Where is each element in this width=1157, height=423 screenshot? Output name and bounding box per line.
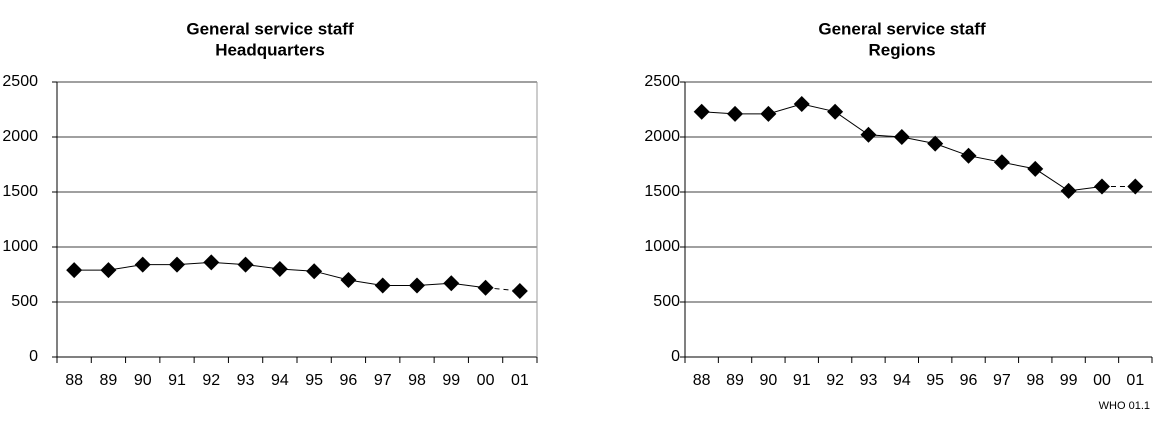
- chart-subtitle: Headquarters: [215, 40, 325, 59]
- x-tick-label: 89: [100, 372, 118, 389]
- marker: [1060, 182, 1077, 199]
- chart-subtitle: Regions: [868, 40, 935, 59]
- y-tick-label: 0: [671, 348, 680, 365]
- marker: [893, 129, 910, 145]
- x-tick-label: 94: [893, 372, 911, 389]
- y-tick-label: 2500: [644, 73, 680, 90]
- chart-title: General service staff: [818, 19, 986, 38]
- y-tick-label: 2500: [2, 73, 38, 90]
- marker: [993, 154, 1010, 171]
- marker: [960, 147, 977, 164]
- marker: [374, 277, 391, 294]
- marker: [927, 135, 944, 152]
- marker: [477, 279, 494, 296]
- line: [701, 103, 1103, 192]
- y-tick-label: 1500: [2, 183, 38, 200]
- marker: [237, 256, 254, 273]
- x-tick-label: 92: [202, 372, 220, 389]
- x-tick-label: 95: [305, 372, 323, 389]
- x-tick-label: 92: [826, 372, 844, 389]
- marker: [100, 262, 117, 279]
- marker: [693, 103, 710, 120]
- y-tick-label: 1000: [644, 238, 680, 255]
- x-tick-label: 89: [726, 372, 744, 389]
- marker: [1127, 178, 1144, 195]
- chart-title: General service staff: [186, 19, 354, 38]
- x-tick-label: 94: [271, 372, 289, 389]
- y-tick-label: 1000: [2, 238, 38, 255]
- x-tick-label: 93: [860, 372, 878, 389]
- x-tick-label: 97: [993, 372, 1011, 389]
- x-tick-label: 96: [960, 372, 978, 389]
- marker: [203, 254, 220, 271]
- marker: [860, 126, 877, 143]
- x-tick-label: 98: [1026, 372, 1044, 389]
- x-tick-label: 01: [511, 372, 529, 389]
- marker: [793, 96, 810, 112]
- y-tick-label: 1500: [644, 183, 680, 200]
- x-tick-label: 00: [1093, 372, 1111, 389]
- x-tick-label: 97: [374, 372, 392, 389]
- x-tick-label: 00: [477, 372, 495, 389]
- marker: [169, 256, 185, 273]
- x-tick-label: 95: [926, 372, 944, 389]
- y-tick-label: 500: [653, 293, 680, 310]
- marker: [66, 262, 83, 279]
- x-tick-label: 91: [168, 372, 186, 389]
- x-tick-label: 01: [1126, 372, 1144, 389]
- marker: [727, 105, 744, 122]
- footer: WHO 01.1: [1099, 400, 1150, 412]
- marker: [306, 263, 323, 280]
- y-tick-label: 0: [29, 348, 38, 365]
- x-tick-label: 98: [408, 372, 426, 389]
- marker: [134, 256, 151, 273]
- x-tick-label: 99: [1060, 372, 1078, 389]
- marker: [511, 283, 528, 299]
- y-tick-label: 2000: [2, 128, 38, 145]
- marker: [443, 275, 460, 292]
- x-tick-label: 96: [340, 372, 358, 389]
- marker: [340, 272, 357, 288]
- x-tick-label: 90: [134, 372, 152, 389]
- y-tick-label: 500: [11, 293, 38, 310]
- marker: [409, 277, 425, 294]
- y-tick-label: 2000: [644, 128, 680, 145]
- x-tick-label: 93: [237, 372, 255, 389]
- x-tick-label: 90: [759, 372, 777, 389]
- x-tick-label: 88: [65, 372, 83, 389]
- marker: [1093, 178, 1110, 195]
- x-tick-label: 88: [693, 372, 711, 389]
- marker: [760, 105, 777, 122]
- marker: [1027, 160, 1044, 177]
- x-tick-label: 99: [442, 372, 460, 389]
- x-tick-label: 91: [793, 372, 811, 389]
- marker: [271, 261, 288, 277]
- marker: [827, 103, 844, 120]
